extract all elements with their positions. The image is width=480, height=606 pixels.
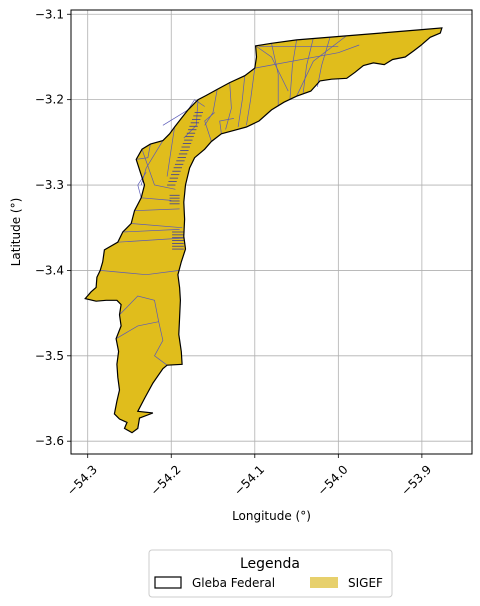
legend-title: Legenda xyxy=(240,556,300,572)
y-tick-label: −3.6 xyxy=(35,434,64,448)
sigef-parcel-boundaries xyxy=(100,35,360,366)
y-tick-label: −3.3 xyxy=(35,178,64,192)
parcel-boundary xyxy=(162,109,189,126)
parcel-boundary xyxy=(166,126,175,177)
legend-swatch-gleba-federal xyxy=(154,576,182,589)
parcel-boundary xyxy=(141,149,176,190)
legend: Legenda Gleba Federal SIGEF xyxy=(148,549,393,598)
parcel-boundary xyxy=(141,197,172,201)
x-tick-label: −54.2 xyxy=(148,462,184,498)
parcel-boundary xyxy=(204,112,215,142)
x-tick-label: −53.9 xyxy=(398,462,434,498)
y-axis-title: Latitude (°) xyxy=(9,198,23,267)
x-axis-ticks: −54.3 −54.2 −54.1 −54.0 −53.9 xyxy=(64,454,434,498)
x-tick-label: −54.1 xyxy=(231,462,267,498)
y-tick-label: −3.1 xyxy=(35,7,64,21)
map-layer xyxy=(84,27,443,434)
gleba-polygon-fill xyxy=(85,27,442,433)
parcel-boundary xyxy=(115,321,159,340)
parcel-boundary xyxy=(255,45,289,92)
parcel-boundary xyxy=(237,75,246,128)
parcel-boundary xyxy=(271,43,279,107)
y-axis-ticks: −3.1 −3.2 −3.3 −3.4 −3.5 −3.6 xyxy=(35,7,71,448)
parcel-boundary xyxy=(137,172,147,198)
parcel-boundary xyxy=(136,144,151,160)
y-tick-label: −3.4 xyxy=(35,263,64,277)
parcel-boundary xyxy=(117,237,184,243)
y-tick-label: −3.5 xyxy=(35,349,64,363)
parcel-boundary xyxy=(219,118,234,134)
legend-swatch-sigef xyxy=(310,577,338,588)
plot-area-frame xyxy=(70,9,473,455)
parcel-boundary xyxy=(187,99,205,111)
x-tick-label: −54.3 xyxy=(64,462,100,498)
parcel-boundary xyxy=(134,208,180,212)
parcel-boundary xyxy=(183,99,199,139)
parcel-boundary xyxy=(100,270,180,276)
x-tick-label: −54.0 xyxy=(315,462,351,498)
parcel-boundary xyxy=(296,35,347,97)
legend-label-gleba-federal: Gleba Federal xyxy=(192,576,275,590)
gleba-federal-outline xyxy=(84,27,443,434)
parcel-boundary xyxy=(204,89,218,126)
legend-label-sigef: SIGEF xyxy=(348,576,383,590)
parcel-boundary xyxy=(289,39,297,100)
parcel-boundary xyxy=(131,223,183,229)
parcel-boundary xyxy=(254,44,360,69)
parcel-boundary xyxy=(246,68,256,126)
x-axis-title: Longitude (°) xyxy=(232,509,311,523)
parcel-boundary xyxy=(302,38,314,93)
y-tick-label: −3.2 xyxy=(35,93,64,107)
parcel-boundary xyxy=(122,229,180,233)
parcel-boundary xyxy=(225,82,232,130)
